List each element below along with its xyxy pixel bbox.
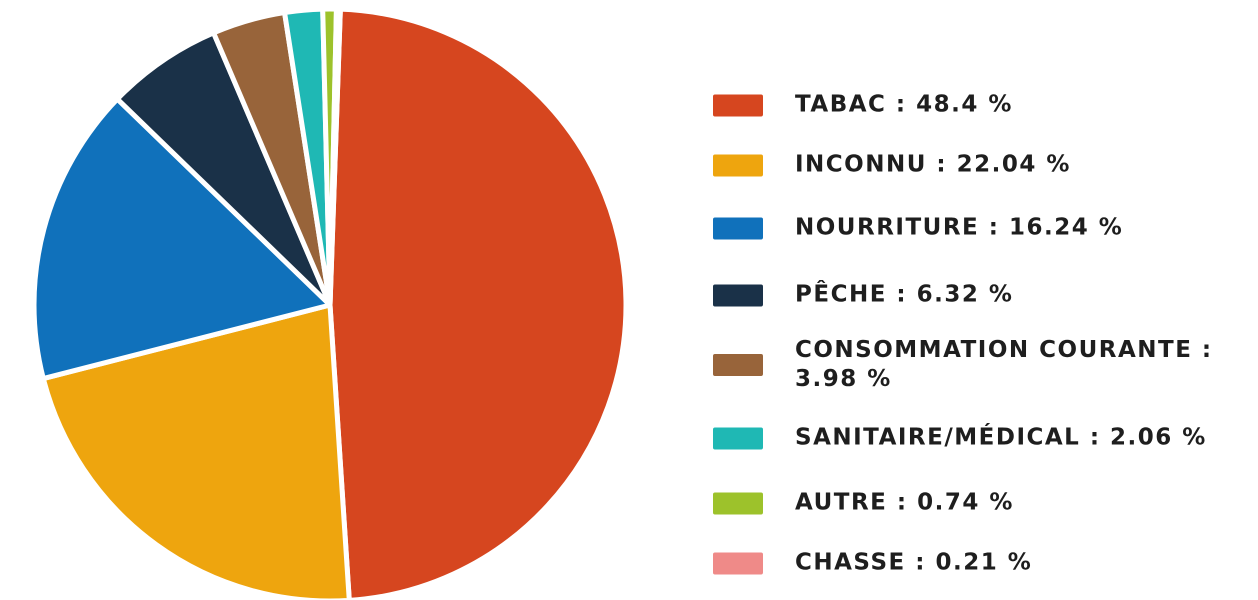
legend-label: CONSOMMATION COURANTE : 3.98 % — [795, 337, 1213, 392]
legend-swatch — [713, 492, 763, 514]
pie-slice — [327, 6, 343, 308]
pie-slice — [31, 96, 333, 382]
legend-swatch — [713, 284, 763, 306]
legend-item: AUTRE : 0.74 % — [713, 489, 1235, 518]
legend-label: INCONNU : 22.04 % — [795, 151, 1071, 178]
pie-slice — [327, 6, 629, 600]
legend-label: CHASSE : 0.21 % — [795, 549, 1033, 576]
legend-item: NOURRITURE : 16.24 % — [713, 214, 1235, 243]
legend-label: TABAC : 48.4 % — [795, 91, 1013, 118]
legend-item: TABAC : 48.4 % — [713, 91, 1235, 120]
legend-swatch — [713, 217, 763, 239]
legend-swatch — [713, 552, 763, 574]
legend-label: AUTRE : 0.74 % — [795, 489, 1014, 516]
legend-item: INCONNU : 22.04 % — [713, 151, 1235, 180]
legend-swatch — [713, 94, 763, 116]
legend-swatch — [713, 154, 763, 176]
legend-label: SANITAIRE/MÉDICAL : 2.06 % — [795, 424, 1207, 451]
legend-item: SANITAIRE/MÉDICAL : 2.06 % — [713, 424, 1235, 453]
legend-label: PÊCHE : 6.32 % — [795, 281, 1014, 308]
pie-slice — [40, 302, 352, 600]
legend-item: PÊCHE : 6.32 % — [713, 281, 1235, 310]
legend-item: CONSOMMATION COURANTE : 3.98 % — [713, 336, 1235, 394]
legend-label: NOURRITURE : 16.24 % — [795, 214, 1124, 241]
legend-swatch — [713, 427, 763, 449]
legend-item: CHASSE : 0.21 % — [713, 549, 1235, 578]
legend-swatch — [713, 354, 763, 376]
pie — [31, 6, 629, 600]
